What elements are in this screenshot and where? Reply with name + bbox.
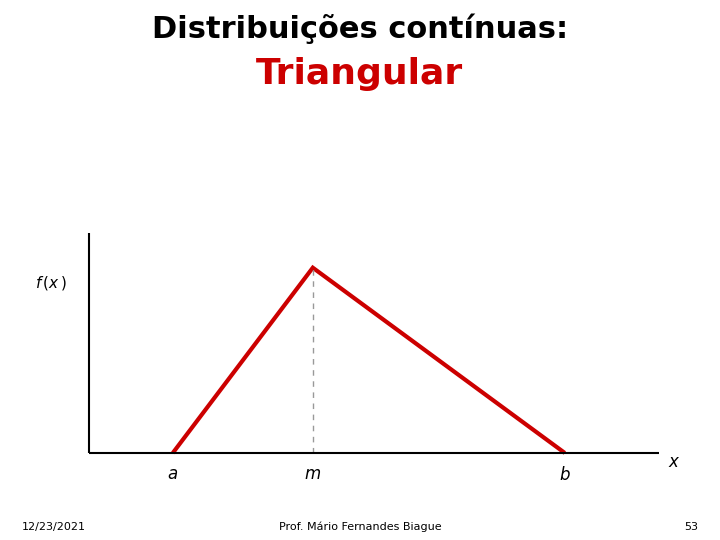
Text: $\mathit{a}$: $\mathit{a}$: [167, 467, 179, 483]
Text: Distribuições contínuas:: Distribuições contínuas:: [152, 14, 568, 44]
Text: $f\,(\mathit{x}\,)$: $f\,(\mathit{x}\,)$: [35, 274, 66, 292]
Text: $\mathit{x}$: $\mathit{x}$: [668, 454, 680, 471]
Text: Triangular: Triangular: [256, 57, 464, 91]
Text: 53: 53: [685, 522, 698, 532]
Text: 12/23/2021: 12/23/2021: [22, 522, 86, 532]
Text: $\mathit{m}$: $\mathit{m}$: [305, 467, 321, 483]
Text: Prof. Mário Fernandes Biague: Prof. Mário Fernandes Biague: [279, 522, 441, 532]
Text: $\mathit{b}$: $\mathit{b}$: [559, 467, 571, 484]
